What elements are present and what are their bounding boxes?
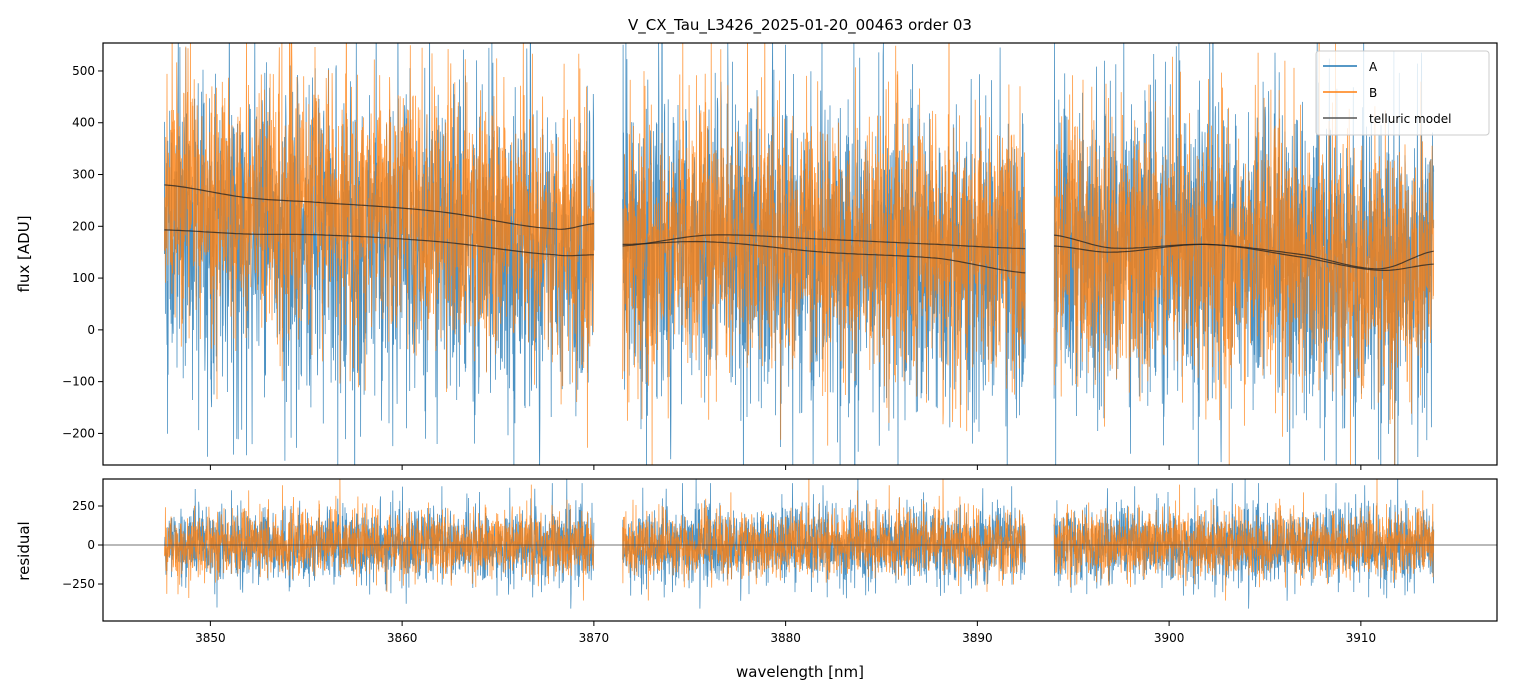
xtick-label: 3850 [195,631,226,645]
legend-label-b: B [1369,86,1377,100]
flux-ytick-label: 200 [72,219,95,233]
flux-ytick-label: 0 [87,323,95,337]
residual-ytick-label: 250 [72,499,95,513]
residual-series-b-segment-1 [164,479,595,601]
flux-ytick-label: 300 [72,168,95,182]
xlabel: wavelength [nm] [736,663,864,681]
residual-series-b-segment-3 [1053,479,1435,601]
xtick-label: 3900 [1154,631,1185,645]
residual-ylabel: residual [15,521,33,580]
flux-axes-frame [102,42,1498,466]
flux-ytick-label: 400 [72,116,95,130]
flux-series-b-segment-3 [1053,43,1435,465]
chart-title: V_CX_Tau_L3426_2025-01-20_00463 order 03 [628,16,972,35]
residual-axes-frame [102,478,1498,622]
legend: A B telluric model [1315,50,1490,136]
flux-plot-area [164,43,1435,465]
xtick-label: 3910 [1346,631,1377,645]
flux-series-b-segment-2 [622,43,1026,465]
residual-plot-area [103,479,1497,609]
flux-ytick-label: 500 [72,64,95,78]
flux-ytick-label: −200 [62,426,95,440]
legend-label-a: A [1369,60,1378,74]
flux-ytick-label: −100 [62,375,95,389]
residual-ytick-label: 0 [87,538,95,552]
xtick-label: 3870 [579,631,610,645]
flux-ytick-label: 100 [72,271,95,285]
xtick-label: 3880 [770,631,801,645]
flux-ylabel: flux [ADU] [15,215,33,292]
telluric-model-curve-4 [622,240,1026,274]
residual-ytick-label: −250 [62,577,95,591]
legend-label-telluric: telluric model [1369,112,1451,126]
telluric-model-curve-3 [622,234,1026,250]
xtick-label: 3890 [962,631,993,645]
telluric-model-curve-6 [1054,243,1434,271]
residual-series-b-segment-2 [622,479,1026,601]
flux-series-b-segment-1 [164,43,595,448]
telluric-model-curve-1 [164,184,594,230]
xtick-label: 3860 [387,631,418,645]
telluric-model-curve-2 [164,229,594,257]
